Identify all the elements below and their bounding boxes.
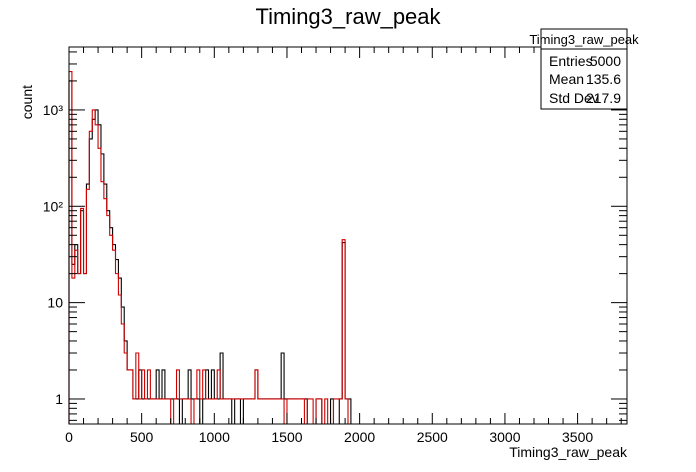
stats-mean-value: 135.6: [586, 71, 621, 87]
stats-box-frame: [540, 28, 628, 110]
plot-frame: [68, 46, 628, 425]
stats-box-title: Timing3_raw_peak: [529, 32, 639, 47]
y-tick-label: 10³: [43, 102, 64, 118]
stats-box: Timing3_raw_peak Entries 5000 Mean 135.6…: [529, 28, 639, 110]
x-tick-label: 3000: [489, 429, 520, 445]
x-tick-label: 3500: [562, 429, 593, 445]
y-tick-label: 1: [55, 391, 63, 407]
stats-entries-label: Entries: [549, 53, 593, 69]
stats-mean-label: Mean: [549, 71, 584, 87]
axis-layer: 0 500 1000 1500 2000 2500 3000 3500 1 10 10² 10³: [43, 47, 627, 445]
stats-entries-value: 5000: [590, 53, 621, 69]
x-tick-label: 1500: [271, 429, 302, 445]
y-axis-label: count: [19, 85, 35, 119]
chart-title: Timing3_raw_peak: [255, 4, 441, 29]
stats-stddev-value: 217.9: [586, 90, 621, 106]
histogram-series-layer: [68, 71, 352, 424]
x-tick-label: 500: [130, 429, 154, 445]
histogram-series-2: [68, 71, 349, 424]
x-tick-label: 2500: [417, 429, 448, 445]
y-tick-label: 10²: [43, 198, 64, 214]
stats-stddev-label: Std Dev: [549, 90, 599, 106]
x-tick-label: 1000: [199, 429, 230, 445]
y-tick-label: 10: [47, 295, 63, 311]
x-axis-label: Timing3_raw_peak: [509, 444, 628, 460]
x-tick-label: 2000: [344, 429, 375, 445]
x-tick-label: 0: [65, 429, 73, 445]
